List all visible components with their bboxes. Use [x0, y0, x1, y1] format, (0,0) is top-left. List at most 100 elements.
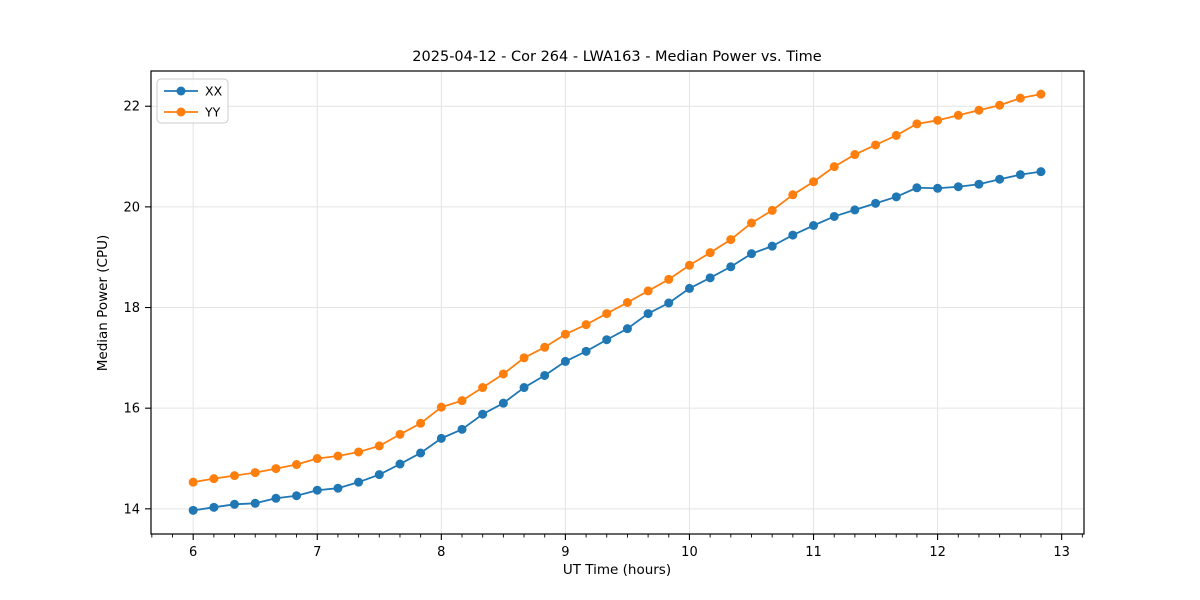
axes-frame	[150, 70, 1085, 535]
series-XX-marker	[581, 346, 591, 356]
series-XX-marker	[292, 491, 302, 501]
grid-layer	[151, 71, 1084, 534]
series-YY-marker	[374, 441, 384, 451]
series-XX-marker	[436, 433, 446, 443]
series-YY-marker	[560, 329, 570, 339]
series-YY-marker	[229, 471, 239, 481]
series-XX-marker	[416, 448, 426, 458]
series-XX-marker	[519, 383, 529, 393]
series-YY-marker	[395, 429, 405, 439]
series-YY-marker	[209, 474, 219, 484]
series-XX-marker	[250, 498, 260, 508]
series-XX-marker	[478, 409, 488, 419]
series-XX-marker	[746, 249, 756, 259]
legend-item-XX: XX	[164, 84, 223, 99]
series-YY-marker	[1015, 93, 1025, 103]
series-XX-marker	[271, 493, 281, 503]
frame-layer	[150, 70, 1085, 535]
series-YY-marker	[684, 260, 694, 270]
series-YY-marker	[995, 100, 1005, 110]
series-YY-marker	[333, 451, 343, 461]
x-tick-label: 13	[1053, 545, 1070, 560]
series-YY-marker	[436, 402, 446, 412]
series-XX-marker	[333, 483, 343, 493]
series-XX-marker	[188, 505, 198, 515]
series-XX-marker	[891, 192, 901, 202]
x-tick-label: 9	[561, 545, 569, 560]
series-YY-marker	[188, 477, 198, 487]
x-tick-label: 8	[437, 545, 445, 560]
series-XX-marker	[871, 198, 881, 208]
y-tick-label: 14	[123, 502, 140, 517]
legend-item-label: YY	[204, 105, 221, 120]
series-YY-marker	[622, 298, 632, 307]
x-tick-label: 12	[929, 545, 946, 560]
legend-item-label: XX	[205, 84, 223, 99]
series-YY-marker	[1036, 89, 1046, 99]
series-XX-marker	[602, 335, 612, 345]
series-YY-marker	[746, 218, 756, 228]
legend-marker-sample	[176, 107, 186, 117]
series-YY-marker	[519, 353, 529, 363]
series-XX-marker	[457, 424, 467, 434]
series-XX-marker	[809, 221, 819, 231]
series-XX-marker	[643, 309, 653, 319]
legend: XX YY	[156, 78, 229, 124]
legend-marker-sample	[176, 86, 186, 96]
series-YY-points	[188, 89, 1046, 487]
series-XX-marker	[374, 470, 384, 480]
series-YY-line	[193, 93, 1042, 484]
chart-title: 2025-04-12 - Cor 264 - LWA163 - Median P…	[412, 49, 821, 65]
series-YY-marker	[540, 342, 550, 352]
x-axis-label: UT Time (hours)	[563, 562, 671, 578]
series-XX-marker	[1015, 170, 1025, 180]
series-XX-marker	[974, 179, 984, 189]
series-XX-marker	[684, 283, 694, 293]
series-YY-marker	[498, 369, 508, 379]
tick-layer: 6 7 8 9 10 11 12 13 14 16 18 20 22	[123, 100, 1083, 560]
series-XX-marker	[767, 241, 777, 251]
series-YY-marker	[271, 464, 281, 474]
series-YY-marker	[974, 105, 984, 115]
series-XX-marker	[560, 356, 570, 366]
series-YY-marker	[850, 150, 860, 160]
series-YY-marker	[767, 205, 777, 215]
x-tick-label: 6	[189, 545, 197, 560]
series-XX-marker	[933, 183, 943, 193]
y-tick-label: 22	[123, 100, 140, 115]
series-YY-marker	[602, 309, 612, 319]
series-XX-marker	[540, 370, 550, 380]
series-XX-marker	[995, 174, 1005, 184]
series-XX-marker	[664, 298, 674, 308]
legend-item-YY: YY	[164, 105, 221, 120]
series-YY-marker	[312, 454, 322, 464]
series-XX-marker	[953, 182, 963, 192]
y-tick-label: 18	[123, 301, 140, 316]
series-XX-marker	[1036, 167, 1046, 177]
series-XX-marker	[354, 477, 364, 487]
series-YY-marker	[953, 110, 963, 120]
series-XX-marker	[850, 205, 860, 215]
series-YY-marker	[933, 115, 943, 125]
series-XX-marker	[209, 502, 219, 512]
series-YY-marker	[457, 396, 467, 406]
series-XX-marker	[705, 273, 715, 283]
series-YY-marker	[912, 119, 922, 129]
series-XX-marker	[498, 398, 508, 408]
series-XX-marker	[726, 262, 736, 272]
series-XX-marker	[912, 183, 922, 193]
series-YY-marker	[891, 130, 901, 140]
series-YY-marker	[788, 190, 798, 200]
series-YY-marker	[581, 320, 591, 330]
series-XX-marker	[622, 324, 632, 334]
series-YY-marker	[809, 177, 819, 187]
x-tick-label: 7	[313, 545, 321, 560]
series-YY-marker	[292, 460, 302, 470]
series-layer	[188, 89, 1046, 515]
series-YY-marker	[478, 383, 488, 393]
series-YY-marker	[416, 418, 426, 428]
y-axis-label: Median Power (CPU)	[95, 235, 111, 371]
series-YY-marker	[664, 274, 674, 284]
